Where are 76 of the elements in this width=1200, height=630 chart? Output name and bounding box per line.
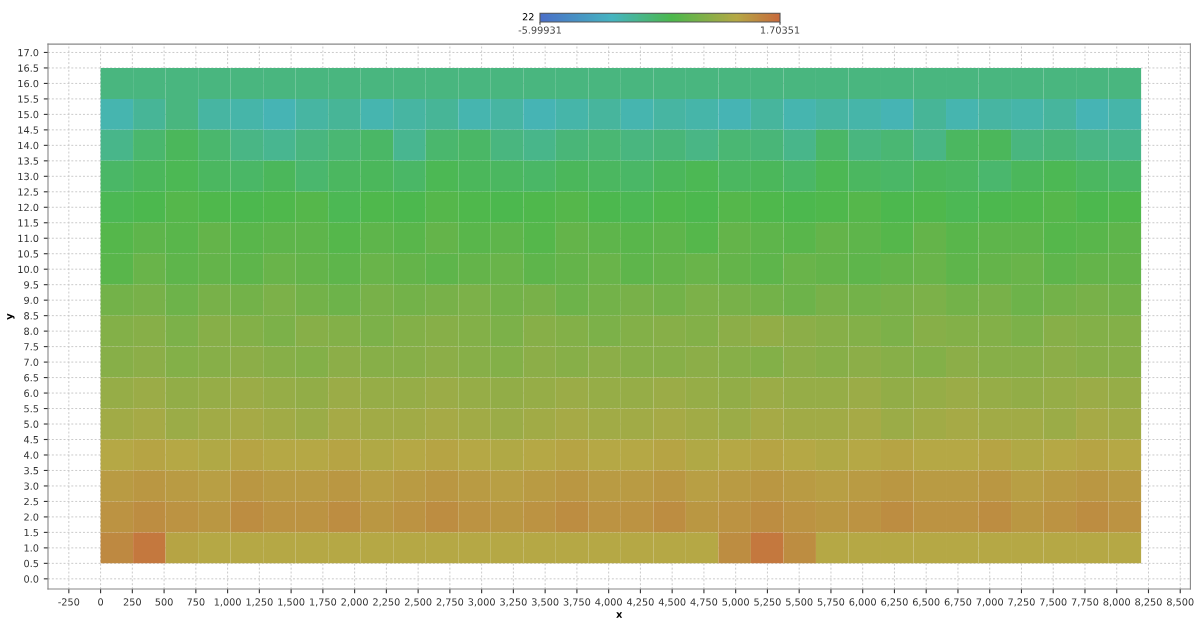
x-axis-title: x [616, 612, 623, 618]
y-tick-label: 13.0 [18, 172, 39, 181]
y-tick-label: 7.5 [24, 343, 39, 351]
y-tick-label: 13.5 [18, 157, 39, 165]
x-tick-label: 1,500 [278, 598, 305, 607]
x-tick-label: 6,500 [912, 598, 940, 607]
x-tick-label: 750 [187, 598, 205, 606]
x-tick-label: 1,250 [246, 598, 273, 607]
y-tick-label: 0.5 [24, 559, 39, 568]
x-tick-label: 500 [155, 598, 173, 606]
x-tick-label: 6,750 [944, 598, 972, 607]
y-tick-label: 5.0 [24, 420, 39, 428]
y-tick-label: 9.5 [24, 281, 39, 289]
y-tick-label: 16.5 [18, 64, 39, 72]
x-tick-label: -250 [58, 598, 80, 606]
x-tick-label: 5,750 [817, 598, 845, 607]
y-tick-label: 3.0 [24, 482, 39, 490]
x-tick-label: 2,750 [436, 598, 464, 607]
x-tick-label: 5,000 [722, 598, 749, 607]
x-tick-label: 250 [123, 598, 141, 606]
y-tick-label: 15.0 [18, 110, 39, 119]
color-bar-title: 22 [522, 13, 534, 21]
y-tick-label: 8.0 [24, 327, 39, 335]
y-tick-label: 1.0 [24, 544, 39, 552]
x-tick-label: 7,500 [1040, 598, 1067, 607]
x-tick-label: 3,000 [468, 598, 495, 607]
y-tick-label: 6.5 [24, 374, 39, 382]
y-tick-label: 7.0 [24, 358, 39, 366]
x-tick-label: 8,500 [1166, 598, 1194, 607]
x-tick-label: 7,000 [976, 598, 1003, 607]
y-tick-label: 10.5 [18, 250, 39, 258]
y-tick-label: 11.0 [18, 234, 39, 243]
x-tick-label: 7,250 [1008, 598, 1035, 607]
color-bar-label: 1.70351 [760, 26, 800, 34]
x-tick-label: 8,250 [1135, 598, 1162, 607]
y-tick-label: 15.5 [18, 95, 39, 103]
y-tick-label: 6.0 [24, 389, 39, 397]
x-tick-label: 3,250 [500, 598, 527, 607]
y-tick-label: 12.5 [18, 188, 39, 196]
y-tick-label: 9.0 [24, 296, 39, 304]
x-tick-label: 2,500 [404, 598, 432, 607]
x-tick-label: 1,000 [214, 598, 241, 607]
color-bar-label: -5.99931 [518, 26, 561, 34]
y-tick-label: 12.0 [18, 203, 39, 212]
x-tick-label: 6,250 [881, 598, 908, 607]
x-tick-label: 5,500 [786, 598, 813, 607]
x-tick-label: 4,000 [595, 598, 622, 607]
x-tick-label: 4,750 [690, 598, 718, 607]
x-tick-label: 7,750 [1071, 598, 1099, 607]
x-tick-label: 1,750 [310, 598, 337, 607]
y-tick-label: 11.5 [18, 219, 39, 227]
y-tick-label: 2.0 [24, 513, 39, 521]
x-tick-label: 4,500 [658, 598, 686, 607]
x-tick-label: 2,000 [341, 598, 368, 607]
x-tick-label: 3,750 [563, 598, 591, 607]
y-tick-label: 4.5 [23, 436, 39, 444]
y-tick-label: 5.5 [24, 405, 39, 413]
x-tick-label: 0 [98, 598, 104, 606]
y-tick-label: 1.5 [24, 528, 39, 537]
y-tick-label: 14.0 [18, 141, 39, 150]
y-tick-label: 16.0 [18, 79, 39, 88]
y-tick-label: 17.0 [18, 48, 39, 57]
x-tick-label: 4,250 [626, 598, 654, 607]
y-tick-label: 8.5 [24, 312, 39, 320]
x-tick-label: 5,250 [754, 598, 781, 607]
x-tick-label: 8,000 [1103, 598, 1130, 607]
y-tick-label: 4.0 [23, 451, 39, 459]
y-axis-title: y [7, 313, 15, 320]
y-tick-label: 14.5 [18, 126, 39, 134]
y-tick-label: 0.0 [24, 575, 39, 583]
y-tick-label: 10.0 [18, 265, 39, 274]
x-tick-label: 3,500 [531, 598, 559, 607]
x-tick-label: 6,000 [849, 598, 876, 607]
y-tick-label: 2.5 [24, 497, 39, 506]
y-tick-label: 3.5 [24, 466, 39, 475]
x-tick-label: 2,250 [373, 598, 400, 607]
